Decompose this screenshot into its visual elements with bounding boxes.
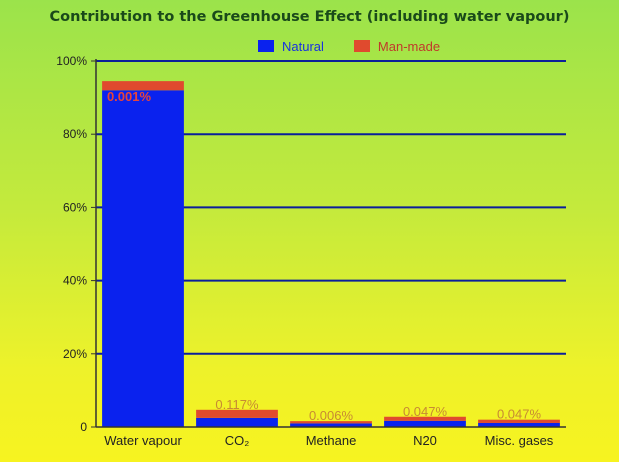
bar-natural-3 bbox=[384, 420, 466, 427]
x-tick-label-4: Misc. gases bbox=[485, 433, 554, 448]
y-tick-label-3: 60% bbox=[63, 200, 87, 214]
y-tick-label-1: 20% bbox=[63, 347, 87, 361]
data-label-3: 0.047% bbox=[403, 404, 448, 419]
data-label-2: 0.006% bbox=[309, 408, 354, 423]
legend-label-natural: Natural bbox=[282, 38, 324, 54]
y-tick-label-4: 80% bbox=[63, 127, 87, 141]
x-tick-label-0: Water vapour bbox=[104, 433, 182, 448]
bar-natural-0 bbox=[102, 90, 184, 427]
data-label-0: 0.001% bbox=[107, 89, 152, 104]
data-label-1: 0.117% bbox=[215, 397, 259, 412]
x-tick-label-2: Methane bbox=[306, 433, 357, 448]
bar-man-made-3 bbox=[384, 416, 466, 421]
data-label-4: 0.047% bbox=[497, 407, 542, 422]
legend-item-natural: Natural bbox=[258, 39, 324, 54]
legend: Natural Man-made bbox=[258, 37, 470, 55]
bar-natural-4 bbox=[478, 422, 560, 427]
bar-man-made-1 bbox=[196, 409, 278, 418]
x-tick-label-3: N20 bbox=[413, 433, 437, 448]
bar-natural-2 bbox=[290, 423, 372, 427]
bar-natural-1 bbox=[196, 417, 278, 427]
y-tick-label-2: 40% bbox=[63, 274, 87, 288]
y-tick-label-0: 0 bbox=[80, 420, 87, 434]
legend-label-man-made: Man-made bbox=[377, 38, 441, 54]
y-tick-label-5: 100% bbox=[56, 54, 87, 68]
bar-man-made-2 bbox=[290, 421, 372, 424]
legend-swatch-man-made bbox=[353, 40, 370, 52]
legend-item-man-made: Man-made bbox=[353, 38, 441, 54]
bar-man-made-0 bbox=[102, 81, 184, 91]
bar-man-made-4 bbox=[478, 419, 560, 423]
chart-title: Contribution to the Greenhouse Effect (i… bbox=[49, 9, 570, 25]
x-tick-label-1: CO₂ bbox=[225, 433, 250, 448]
legend-swatch-natural bbox=[258, 40, 274, 52]
